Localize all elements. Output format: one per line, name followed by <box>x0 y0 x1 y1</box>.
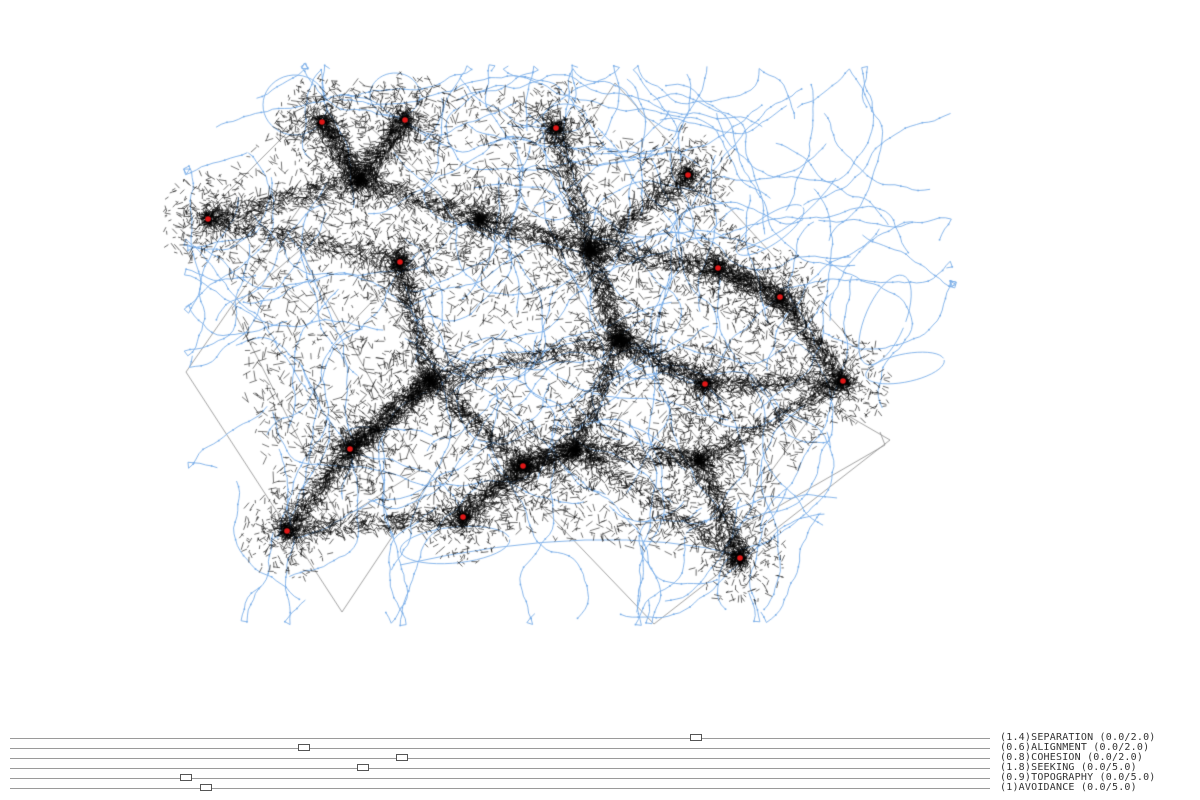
slider-alignment[interactable]: (0.6)ALIGNMENT (0.0/2.0) <box>0 742 1200 753</box>
slider-handle[interactable] <box>200 784 212 791</box>
slider-cohesion[interactable]: (0.8)COHESION (0.0/2.0) <box>0 752 1200 763</box>
slider-separation[interactable]: (1.4)SEPARATION (0.0/2.0) <box>0 732 1200 743</box>
slider-handle[interactable] <box>298 744 310 751</box>
slider-track[interactable] <box>10 758 990 759</box>
simulation-canvas[interactable] <box>0 0 1200 720</box>
parameter-slider-panel: (1.4)SEPARATION (0.0/2.0) (0.6)ALIGNMENT… <box>0 732 1200 795</box>
slider-handle[interactable] <box>690 734 702 741</box>
slider-label: (0.9)TOPOGRAPHY (0.0/5.0) <box>1000 772 1156 783</box>
slider-handle[interactable] <box>180 774 193 781</box>
slider-handle[interactable] <box>356 764 369 771</box>
slider-seeking[interactable]: (1.8)SEEKING (0.0/5.0) <box>0 762 1200 773</box>
slider-avoidance[interactable]: (1)AVOIDANCE (0.0/5.0) <box>0 782 1200 793</box>
slider-handle[interactable] <box>396 754 408 761</box>
slider-label: (0.6)ALIGNMENT (0.0/2.0) <box>1000 742 1150 753</box>
slider-topography[interactable]: (0.9)TOPOGRAPHY (0.0/5.0) <box>0 772 1200 783</box>
slider-track[interactable] <box>10 738 990 739</box>
slider-label: (0.8)COHESION (0.0/2.0) <box>1000 752 1144 763</box>
slider-label: (1)AVOIDANCE (0.0/5.0) <box>1000 782 1137 793</box>
slider-track[interactable] <box>10 768 990 769</box>
slider-label: (1.4)SEPARATION (0.0/2.0) <box>1000 732 1156 743</box>
slider-label: (1.8)SEEKING (0.0/5.0) <box>1000 762 1137 773</box>
slider-track[interactable] <box>10 778 990 779</box>
slider-track[interactable] <box>10 748 990 749</box>
slider-track[interactable] <box>10 788 990 789</box>
